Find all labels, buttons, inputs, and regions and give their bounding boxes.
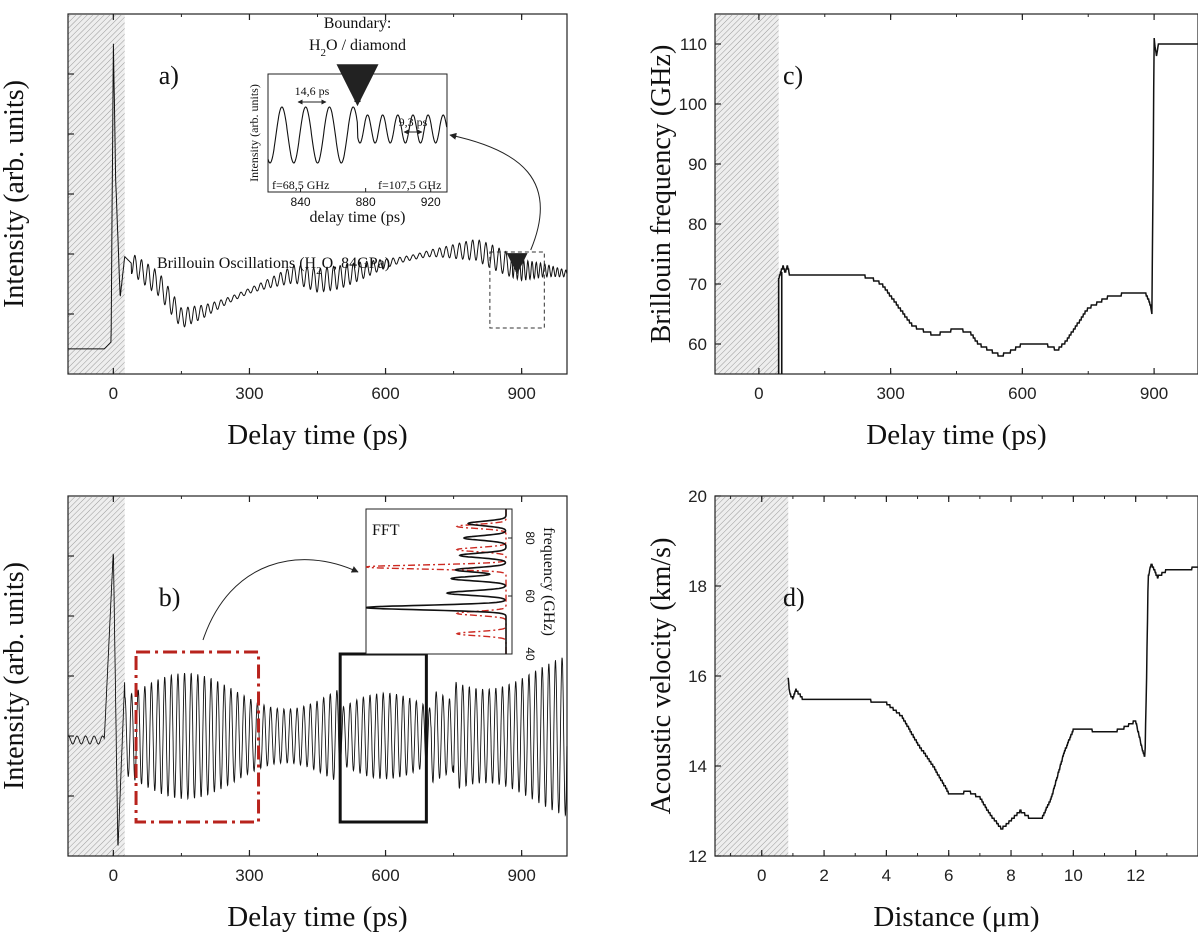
series-line bbox=[787, 563, 1198, 830]
series-line bbox=[68, 43, 568, 350]
freq-right-label: f=107,5 GHz bbox=[378, 178, 441, 192]
y-tick-label: 100 bbox=[679, 95, 707, 114]
panel-label: c) bbox=[783, 61, 803, 90]
series-line bbox=[778, 37, 1198, 357]
panel-label: d) bbox=[783, 583, 805, 612]
panel-label: a) bbox=[159, 61, 179, 90]
x-tick-label: 300 bbox=[235, 866, 263, 885]
y-axis-label: Brillouin frequency (GHz) bbox=[646, 45, 677, 344]
inset-tick-label: 60 bbox=[523, 589, 537, 603]
x-tick-label: 10 bbox=[1064, 866, 1083, 885]
oscillation-annotation: Brillouin Oscillations (H2O, 84GPa) bbox=[157, 255, 390, 277]
x-tick-label: 900 bbox=[507, 866, 535, 885]
inset-x-tick-label: 920 bbox=[421, 195, 441, 209]
x-tick-label: 300 bbox=[235, 384, 263, 403]
panel-a: 0 300 600 900 Delay time (ps) Intensity (arb.… bbox=[0, 13, 568, 451]
black-window-box bbox=[338, 652, 428, 824]
x-tick-label: 300 bbox=[876, 384, 904, 403]
inset-title: Boundary: bbox=[324, 15, 392, 32]
x-tick-label: 0 bbox=[757, 866, 766, 885]
y-tick-label: 18 bbox=[688, 577, 707, 596]
x-tick-label: 900 bbox=[1140, 384, 1168, 403]
inset-tick-label: 80 bbox=[523, 531, 537, 545]
dashed-box bbox=[489, 251, 545, 329]
y-tick-label: 60 bbox=[688, 335, 707, 354]
x-tick-label: 8 bbox=[1006, 866, 1015, 885]
inset-x-tick-label: 880 bbox=[356, 195, 376, 209]
panel-d: 0 2 4 6 8 10 12 12 14 16 18 20 Distance (μm) Acoustic… bbox=[646, 487, 1198, 933]
x-tick-label: 6 bbox=[944, 866, 953, 885]
panel-label: b) bbox=[159, 583, 181, 612]
inset-subtitle: H2O / diamond bbox=[309, 37, 406, 59]
y-axis-label: Acoustic velocity (km/s) bbox=[646, 538, 677, 815]
x-tick-label: 0 bbox=[109, 866, 118, 885]
x-tick-label: 900 bbox=[507, 384, 535, 403]
y-axis-label: Intensity (arb. units) bbox=[0, 562, 30, 790]
y-tick-label: 80 bbox=[688, 215, 707, 234]
x-tick-label: 12 bbox=[1126, 866, 1145, 885]
y-tick-label: 12 bbox=[688, 847, 707, 866]
x-axis-label: Delay time (ps) bbox=[227, 901, 407, 933]
inset-title: FFT bbox=[372, 522, 400, 539]
period-left-label: 14,6 ps bbox=[295, 84, 330, 98]
x-tick-label: 0 bbox=[109, 384, 118, 403]
inset-x-label: delay time (ps) bbox=[310, 209, 406, 226]
y-tick-label: 110 bbox=[680, 35, 707, 54]
x-tick-label: 600 bbox=[371, 866, 399, 885]
y-tick-label: 90 bbox=[688, 155, 707, 174]
shaded-region bbox=[715, 497, 789, 856]
fft-red-line bbox=[365, 509, 507, 654]
x-tick-label: 600 bbox=[1008, 384, 1036, 403]
inset-tick-label: 40 bbox=[523, 647, 537, 661]
inset-b: FFT 40 60 80 frequency (GHz) bbox=[365, 508, 557, 661]
red-window-box bbox=[134, 650, 261, 824]
x-tick-label: 600 bbox=[371, 384, 399, 403]
freq-left-label: f=68,5 GHz bbox=[272, 178, 329, 192]
x-axis-label: Delay time (ps) bbox=[866, 419, 1046, 451]
plot-frame bbox=[67, 13, 568, 375]
inset-y-label: frequency (GHz) bbox=[540, 527, 557, 636]
x-axis-label: Distance (μm) bbox=[873, 901, 1039, 933]
red-window-arrow bbox=[202, 559, 359, 641]
series-line bbox=[67, 553, 568, 846]
panel-c: 0 300 600 900 60 70 80 90 100 110 Delay time (ps) B… bbox=[646, 13, 1198, 451]
x-tick-label: 4 bbox=[882, 866, 891, 885]
shaded-region bbox=[68, 15, 125, 374]
fft-black-line bbox=[365, 509, 507, 654]
zoom-arrow bbox=[449, 132, 541, 251]
y-tick-label: 14 bbox=[688, 757, 707, 776]
x-tick-label: 0 bbox=[754, 384, 763, 403]
shaded-region bbox=[68, 497, 125, 856]
x-tick-label: 2 bbox=[819, 866, 828, 885]
y-tick-label: 70 bbox=[688, 275, 707, 294]
x-axis-label: Delay time (ps) bbox=[227, 419, 407, 451]
y-tick-label: 16 bbox=[688, 667, 707, 686]
inset-a: Boundary: H2O / diamond 840 880 920 delay tim… bbox=[247, 15, 448, 226]
panel-b: 0 300 600 900 Delay time (ps) Intensity (arb.… bbox=[0, 495, 568, 933]
shaded-region bbox=[715, 15, 779, 374]
inset-x-tick-label: 840 bbox=[291, 195, 311, 209]
y-axis-label: Intensity (arb. units) bbox=[0, 80, 30, 308]
inset-y-label: Intensity (arb. units) bbox=[247, 84, 261, 182]
period-right-label: 9,3 ps bbox=[399, 115, 428, 129]
y-tick-label: 20 bbox=[688, 487, 707, 506]
